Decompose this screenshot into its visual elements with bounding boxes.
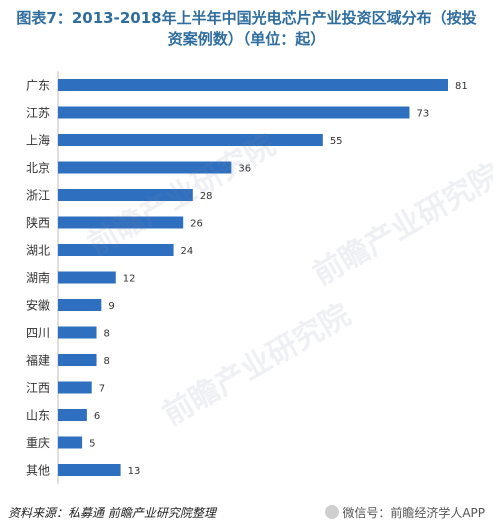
category-label: 安徽 <box>26 298 50 313</box>
chart-title: 图表7：2013-2018年上半年中国光电芯片产业投资区域分布（按投资案例数）（… <box>16 9 477 48</box>
category-label: 江西 <box>26 381 50 395</box>
bar <box>58 189 193 201</box>
bar <box>58 381 92 394</box>
bar <box>58 326 97 339</box>
data-label: 55 <box>330 136 343 147</box>
data-label: 6 <box>94 411 100 422</box>
category-label: 湖北 <box>26 243 50 258</box>
data-label: 36 <box>238 164 251 175</box>
wechat-icon <box>325 505 340 519</box>
category-label: 广东 <box>26 79 50 93</box>
category-label: 福建 <box>26 353 50 368</box>
category-label: 湖南 <box>26 270 50 285</box>
bar <box>58 134 323 146</box>
bar <box>58 299 102 311</box>
data-label: 81 <box>455 81 468 92</box>
bar <box>58 409 87 421</box>
category-label: 陕西 <box>26 215 50 230</box>
category-label: 四川 <box>26 326 50 340</box>
bar <box>58 436 83 449</box>
data-label: 8 <box>104 356 110 367</box>
data-label: 13 <box>128 466 141 477</box>
data-label: 5 <box>89 439 95 450</box>
bar <box>58 464 121 476</box>
data-label: 28 <box>200 191 213 202</box>
brand-text: 微信号：前瞻经济学人APP <box>342 506 485 520</box>
data-label: 12 <box>123 274 136 285</box>
data-label: 24 <box>181 246 194 257</box>
category-label: 山东 <box>26 409 50 423</box>
data-label: 7 <box>99 384 105 395</box>
bar <box>58 244 174 256</box>
data-label: 8 <box>104 329 110 340</box>
category-label: 其他 <box>26 464 50 478</box>
bar <box>58 79 448 91</box>
category-label: 上海 <box>26 133 50 148</box>
category-label: 浙江 <box>26 189 50 203</box>
data-label: 9 <box>108 301 114 312</box>
brand-label: 微信号：前瞻经济学人APP <box>325 504 485 521</box>
bar <box>58 354 97 366</box>
bar-chart: 广东 81 江苏 73 上海 55 北京 36 浙江 28 陕西 26 湖北 24 湖南 12 安徽 9 四川 8 福建… <box>26 71 468 484</box>
data-label: 73 <box>416 109 429 120</box>
category-label: 北京 <box>26 161 50 175</box>
bar <box>58 216 184 229</box>
category-label: 江苏 <box>26 106 50 120</box>
footer: 资料来源：私募通 前瞻产业研究院整理 微信号：前瞻经济学人APP <box>8 501 485 523</box>
source-note: 资料来源：私募通 前瞻产业研究院整理 <box>8 506 216 520</box>
bar <box>58 271 116 284</box>
bar <box>58 161 232 174</box>
data-label: 26 <box>190 219 203 230</box>
category-label: 重庆 <box>26 436 50 450</box>
bar <box>58 106 410 119</box>
